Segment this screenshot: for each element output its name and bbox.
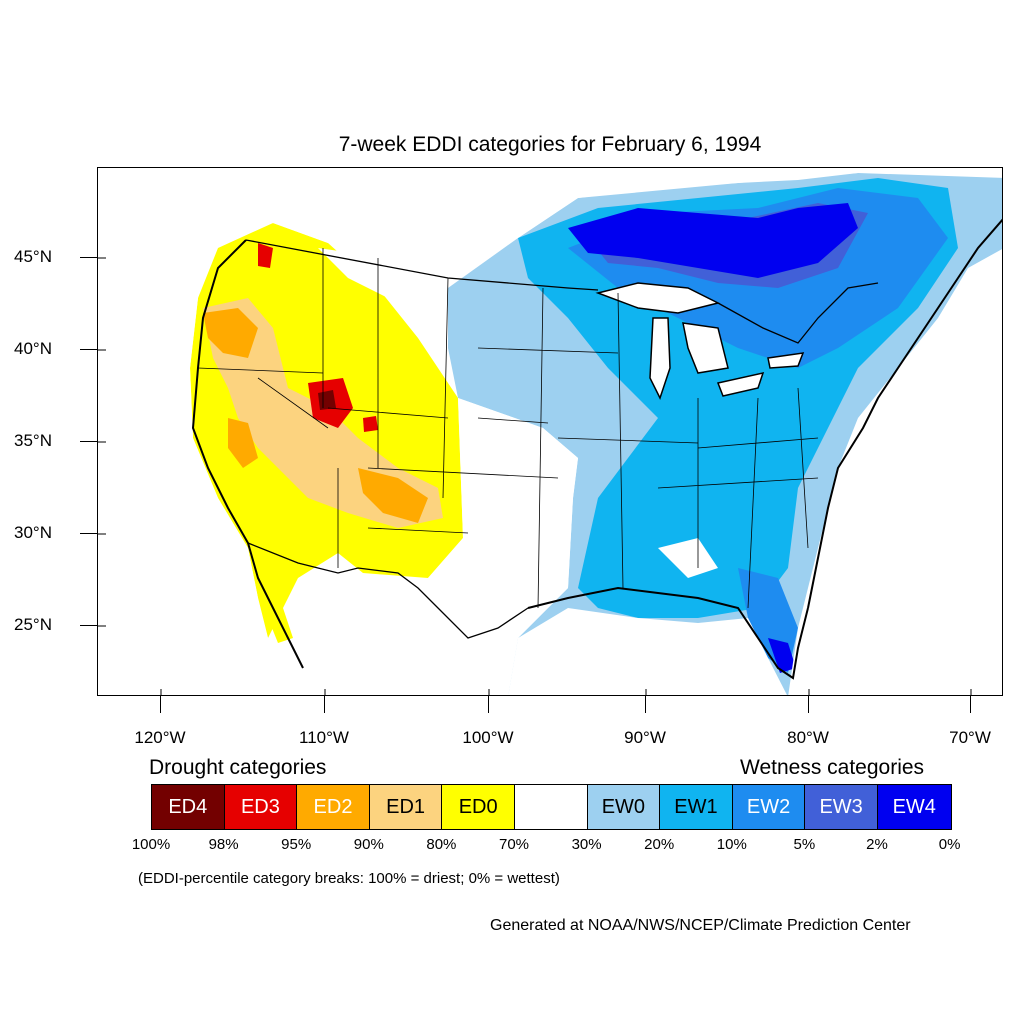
west-coast (191, 239, 304, 669)
ew4-region (568, 203, 858, 278)
percentile-label: 100% (131, 836, 171, 853)
canada-outside (208, 168, 1002, 248)
legend-cell-ed3: ED3 (224, 785, 298, 829)
lake-erie (716, 371, 765, 397)
great-lakes (595, 282, 805, 400)
lon-label-110w: 110°W (299, 728, 349, 747)
percentile-label: 70% (498, 836, 530, 853)
eddi-map (98, 168, 1002, 695)
neutral-areas (318, 248, 718, 695)
neutral-southeast (658, 538, 718, 578)
lon-label-70w: 70°W (949, 728, 991, 747)
legend-cell-ed4: ED4 (152, 785, 225, 829)
gulf-of-mexico (508, 608, 787, 695)
us-mexico-border (247, 542, 529, 639)
legend-cell-ew2: EW2 (732, 785, 806, 829)
lat-tick (80, 625, 97, 626)
neutral-plains (368, 398, 578, 695)
map-title: 7-week EDDI categories for February 6, 1… (338, 133, 762, 156)
lon-label-80w: 80°W (787, 728, 829, 747)
pacific-ocean (98, 168, 283, 695)
ed3-region-2 (363, 416, 378, 432)
percentile-label: 80% (426, 836, 457, 853)
legend-footnote: (EDDI-percentile category breaks: 100% =… (138, 870, 560, 887)
lon-tick (324, 696, 325, 713)
lat-tick (80, 533, 97, 534)
lake-huron (682, 322, 729, 374)
lon-tick (160, 696, 161, 713)
boundaries (191, 218, 1002, 680)
lat-tick (80, 441, 97, 442)
map-panel (97, 167, 1003, 696)
legend-cell-neutral (514, 785, 588, 829)
ed3-region-3 (258, 243, 273, 268)
lat-label-45n: 45°N (14, 247, 52, 266)
ed2-region-3 (228, 418, 258, 468)
lon-tick (808, 696, 809, 713)
ed4-region (318, 390, 336, 410)
lon-tick (488, 696, 489, 713)
gulf-coast (527, 586, 809, 680)
percentile-label: 5% (793, 836, 816, 853)
lon-label-120w: 120°W (134, 728, 186, 747)
east-coast (807, 218, 1002, 609)
legend-cell-ew0: EW0 (587, 785, 661, 829)
percentile-label: 0% (938, 836, 961, 853)
percentile-label: 90% (353, 836, 384, 853)
ew4-florida (768, 638, 796, 673)
legend-cell-ed0: ED0 (442, 785, 515, 829)
lat-label-35n: 35°N (14, 431, 52, 450)
credit-line: Generated at NOAA/NWS/NCEP/Climate Predi… (490, 917, 911, 934)
lat-tick (80, 349, 97, 350)
legend-cell-ew1: EW1 (660, 785, 733, 829)
us-canada-border (245, 239, 879, 344)
lake-ontario (767, 352, 805, 369)
ed2-region-2 (358, 468, 428, 523)
percentile-label: 2% (866, 836, 888, 853)
percentile-label: 98% (208, 836, 239, 853)
lat-label-40n: 40°N (14, 339, 52, 358)
drought-areas (190, 223, 463, 643)
percentile-label: 10% (716, 836, 747, 853)
graticule-ticks (98, 257, 972, 695)
lat-tick (80, 257, 97, 258)
wetness-heading: Wetness categories (740, 756, 925, 779)
legend-cell-ed2: ED2 (297, 785, 370, 829)
ed0-baja (263, 583, 293, 643)
lon-tick (645, 696, 646, 713)
neutral-mexico (338, 588, 438, 695)
percentile-label: 95% (281, 836, 312, 853)
lon-tick (970, 696, 971, 713)
lake-michigan (649, 317, 671, 400)
atlantic-ocean (788, 249, 1002, 695)
drought-heading: Drought categories (149, 756, 327, 779)
percentile-label: 20% (644, 836, 675, 853)
neutral-north (318, 248, 448, 328)
legend-cell-ew4: EW4 (877, 785, 951, 829)
lon-label-90w: 90°W (624, 728, 666, 747)
lat-label-25n: 25°N (14, 615, 52, 634)
legend-cell-ew3: EW3 (805, 785, 878, 829)
ed2-region (203, 308, 258, 358)
percentile-label: 30% (571, 836, 602, 853)
state-lines (197, 248, 819, 609)
lon-label-100w: 100°W (462, 728, 514, 747)
lat-label-30n: 30°N (14, 523, 52, 542)
legend-colorbar: ED4 ED3 ED2 ED1 ED0 EW0 EW1 EW2 EW3 EW4 (151, 784, 952, 830)
legend-cell-ed1: ED1 (369, 785, 443, 829)
